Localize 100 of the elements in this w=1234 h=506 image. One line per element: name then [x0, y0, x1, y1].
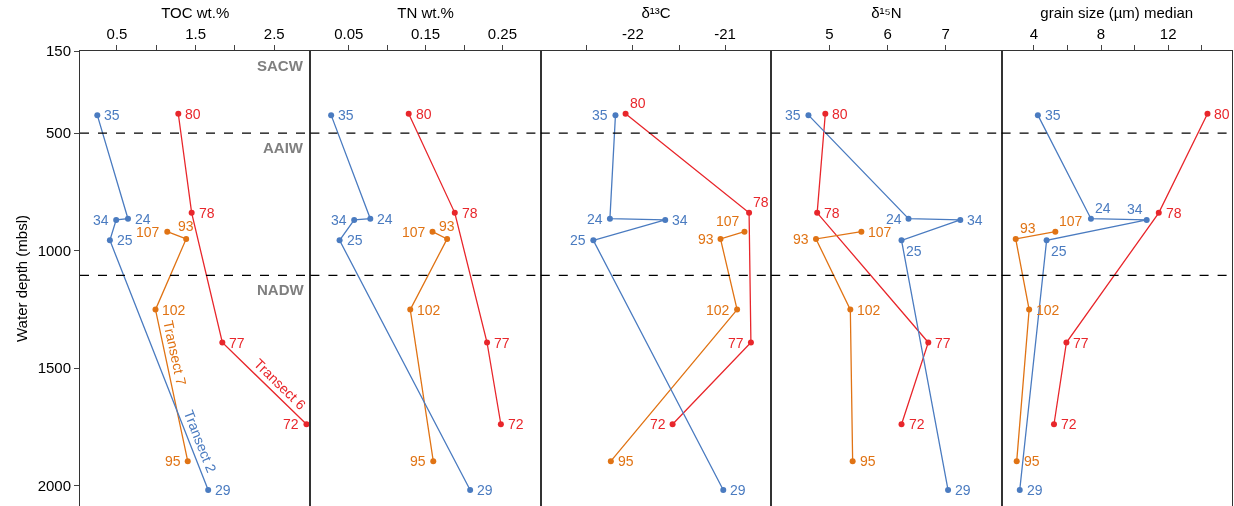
annotation: 80 [1214, 106, 1230, 122]
y-axis-title: Water depth (mbsl) [12, 215, 30, 342]
point [905, 215, 912, 222]
annotation: 29 [730, 482, 746, 498]
annotation: 25 [117, 232, 133, 248]
point [497, 421, 504, 428]
annotation: 35 [592, 107, 608, 123]
point [467, 487, 474, 494]
point [1043, 237, 1050, 244]
annotation: 78 [1166, 205, 1182, 221]
point [746, 209, 753, 216]
annotation: 72 [650, 416, 666, 432]
annotation: 72 [283, 416, 299, 432]
point [164, 228, 171, 235]
annotation: 95 [410, 453, 426, 469]
annotation: 34 [672, 212, 688, 228]
y-tick-label: 2000 [37, 476, 71, 494]
annotation: 25 [906, 243, 922, 259]
annotation: 77 [494, 335, 510, 351]
point [1143, 216, 1150, 223]
point [669, 421, 676, 428]
x-tick-label: 12 [1159, 25, 1177, 42]
annotation: 25 [570, 232, 586, 248]
y-tick-label: 1000 [37, 241, 71, 259]
point [205, 487, 212, 494]
annotation: 34 [93, 212, 109, 228]
x-tick-label: 2.5 [263, 25, 285, 42]
annotation: 29 [477, 482, 493, 498]
point [1063, 339, 1070, 346]
x-tick-label: -22 [622, 25, 644, 42]
annotation: 80 [630, 95, 646, 111]
point [113, 216, 120, 223]
point [219, 339, 226, 346]
annotation: 107 [716, 213, 740, 229]
annotation: 72 [1061, 416, 1077, 432]
point [606, 215, 613, 222]
x-axis-title: δ¹⁵N [871, 4, 902, 22]
point [720, 487, 727, 494]
x-tick-label: 6 [883, 25, 892, 42]
annotation: 77 [935, 335, 951, 351]
annotation: 29 [955, 482, 971, 498]
annotation: 72 [508, 416, 524, 432]
x-axis-title: TN wt.% [397, 4, 454, 22]
text: Transect 7 [160, 319, 190, 387]
x-tick-label: -21 [714, 25, 736, 42]
point [484, 339, 491, 346]
point [94, 112, 101, 119]
annotation: 78 [753, 194, 769, 210]
point [351, 216, 358, 223]
x-axis-title: δ¹³C [641, 4, 671, 22]
point [805, 112, 812, 119]
x-tick-label: 0.25 [487, 25, 517, 42]
annotation: 24 [587, 211, 603, 227]
point [303, 421, 310, 428]
annotation: 107 [136, 224, 160, 240]
annotation: 77 [1073, 335, 1089, 351]
point [430, 458, 437, 465]
annotation: 25 [347, 232, 363, 248]
annotation: 34 [967, 212, 983, 228]
annotation: 95 [165, 453, 181, 469]
annotation: 102 [1036, 302, 1060, 318]
x-tick-label: 0.05 [334, 25, 364, 42]
annotation: 93 [698, 231, 714, 247]
annotation: 24 [1095, 200, 1111, 216]
annotation: 35 [785, 107, 801, 123]
point [188, 209, 195, 216]
x-tick-label: 8 [1096, 25, 1106, 42]
annotation: 77 [728, 335, 744, 351]
x-tick-label: 5 [825, 25, 834, 42]
point [183, 235, 190, 242]
annotation: 102 [162, 302, 186, 318]
point [405, 110, 412, 117]
annotation: 24 [377, 211, 393, 227]
point [407, 306, 414, 313]
annotation: 93 [1020, 220, 1036, 236]
annotation: 95 [618, 453, 634, 469]
point [945, 487, 952, 494]
x-tick-label: 1.5 [185, 25, 207, 42]
annotation: 25 [1051, 243, 1067, 259]
y-tick-label: 150 [45, 42, 71, 60]
annotation: 93 [439, 218, 455, 234]
point [858, 228, 865, 235]
point [814, 209, 821, 216]
annotation: 80 [416, 106, 432, 122]
annotation: 107 [1059, 213, 1083, 229]
annotation: 35 [104, 107, 120, 123]
annotation: 107 [402, 224, 426, 240]
point [451, 209, 458, 216]
x-tick-label: 0.5 [106, 25, 128, 42]
annotation: 102 [857, 302, 881, 318]
point [813, 235, 819, 242]
annotation: 93 [793, 231, 809, 247]
annotation: 93 [178, 218, 194, 234]
annotation: NADW [257, 281, 305, 298]
point [429, 228, 436, 235]
x-tick-label: 4 [1029, 25, 1039, 42]
point [1204, 110, 1211, 117]
point [847, 306, 854, 313]
annotation: 95 [860, 453, 876, 469]
annotation: 35 [1045, 107, 1061, 123]
